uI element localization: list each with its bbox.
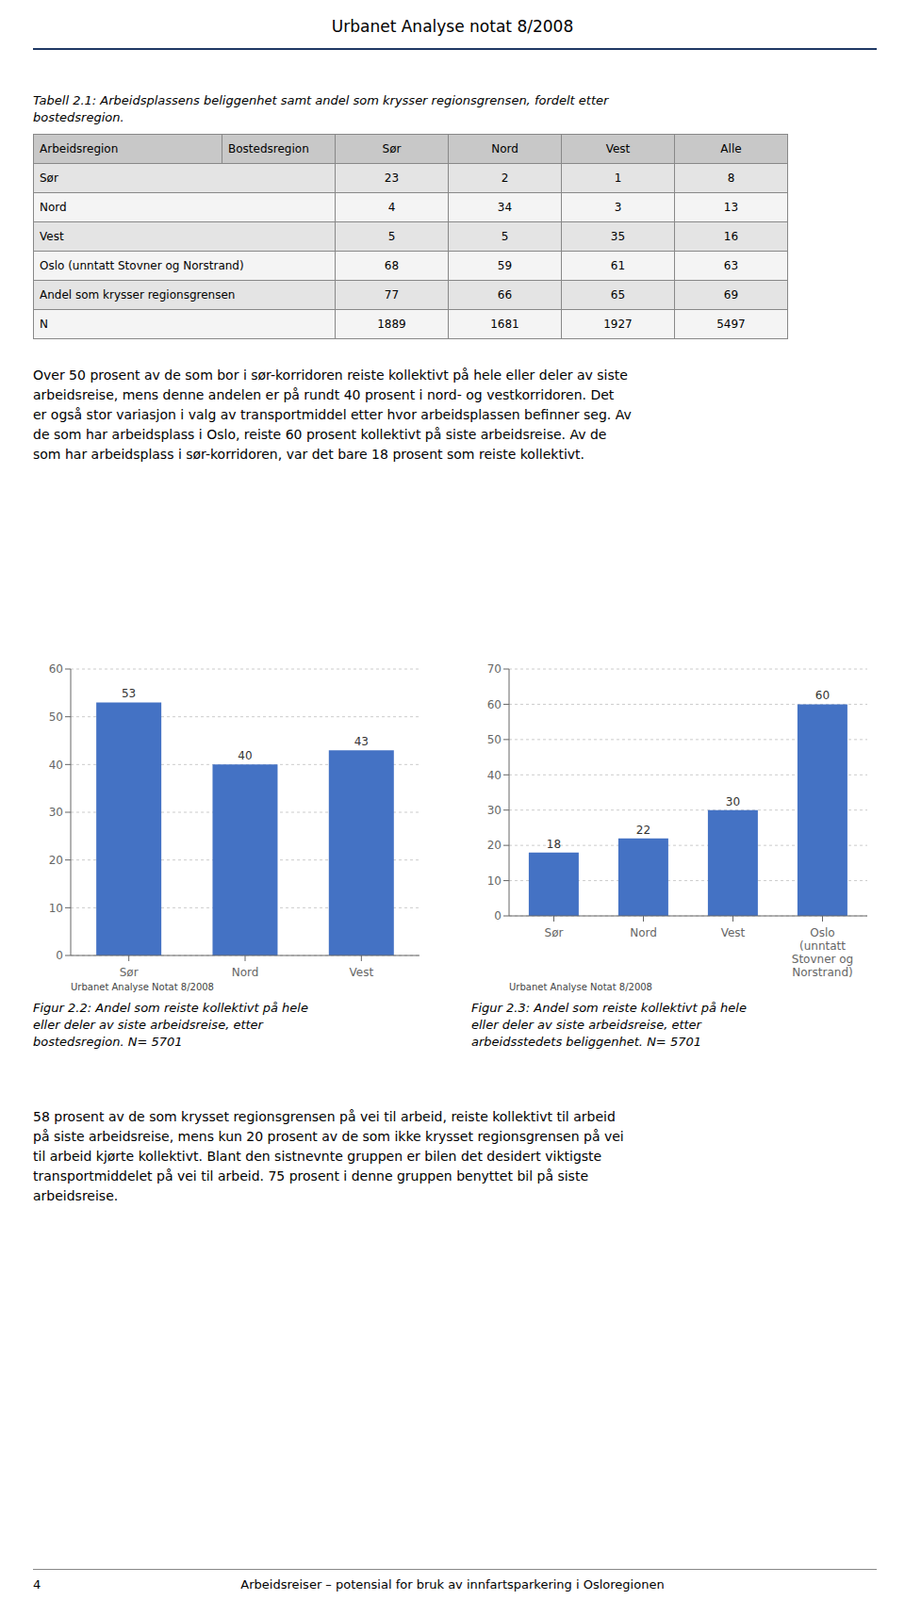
html-text:Nord: Nord xyxy=(39,200,67,214)
svg-text:18: 18 xyxy=(546,838,561,852)
svg-text:Sør: Sør xyxy=(544,926,564,940)
html-text:34: 34 xyxy=(497,200,512,214)
svg-text:0: 0 xyxy=(493,909,502,923)
html-text:4: 4 xyxy=(388,200,396,214)
svg-text:20: 20 xyxy=(49,854,64,868)
html-text:Figur 2.2: Andel som reiste ko: Figur 2.2: Andel som reiste kollektivt p… xyxy=(32,1001,309,1016)
svg-text:10: 10 xyxy=(487,874,502,889)
svg-text:30: 30 xyxy=(725,795,741,809)
svg-text:Vest: Vest xyxy=(349,966,375,980)
svg-text:Oslo(unntattStovner ogNorstran: Oslo(unntattStovner ogNorstrand) xyxy=(791,926,854,980)
html-text:66: 66 xyxy=(497,288,512,302)
svg-text:40: 40 xyxy=(237,749,252,763)
svg-text:60: 60 xyxy=(49,662,64,676)
svg-text:40: 40 xyxy=(487,769,502,783)
html-text:16: 16 xyxy=(723,230,739,244)
html-text:8: 8 xyxy=(727,171,735,185)
html-text:1889: 1889 xyxy=(377,317,407,331)
svg-text:22: 22 xyxy=(636,823,651,838)
html-text:Arbeidsregion: Arbeidsregion xyxy=(39,142,119,156)
html-text:1681: 1681 xyxy=(490,317,520,331)
svg-text:30: 30 xyxy=(49,806,64,820)
html-text:Arbeidsreiser – potensial for: Arbeidsreiser – potensial for bruk av in… xyxy=(240,1578,665,1593)
svg-text:30: 30 xyxy=(487,804,502,818)
html-text:Tabell 2.1: Arbeidsplassens be: Tabell 2.1: Arbeidsplassens beliggenhet … xyxy=(32,93,609,108)
html-text:Sør: Sør xyxy=(382,142,402,156)
html-text:Andel som krysser regionsgrens: Andel som krysser regionsgrensen xyxy=(39,288,236,302)
html-text:Vest: Vest xyxy=(39,230,64,244)
html-text:arbeidsstedets beliggenhet. N=: arbeidsstedets beliggenhet. N= 5701 xyxy=(471,1035,702,1050)
html-text:arbeidsreise.: arbeidsreise. xyxy=(32,1188,119,1204)
html-text:transportmiddelet på vei til a: transportmiddelet på vei til arbeid. 75 … xyxy=(32,1168,589,1185)
html-text:arbeidsreise, mens denne andel: arbeidsreise, mens denne andelen er på r… xyxy=(32,387,614,403)
html-text:2: 2 xyxy=(501,171,509,185)
svg-text:Nord: Nord xyxy=(231,966,260,980)
svg-text:10: 10 xyxy=(49,902,64,916)
html-text:4: 4 xyxy=(32,1578,41,1593)
html-text:de som har arbeidsplass i Oslo: de som har arbeidsplass i Oslo, reiste 6… xyxy=(32,427,607,443)
html-text:Urbanet Analyse Notat 8/2008: Urbanet Analyse Notat 8/2008 xyxy=(70,982,214,993)
html-text:Alle: Alle xyxy=(720,142,742,156)
html-text:eller deler av siste arbeidsre: eller deler av siste arbeidsreise, etter xyxy=(32,1018,263,1033)
svg-text:70: 70 xyxy=(487,662,502,676)
html-text:Nord: Nord xyxy=(491,142,519,156)
html-text:3: 3 xyxy=(614,200,622,214)
svg-text:40: 40 xyxy=(49,758,64,773)
html-text:63: 63 xyxy=(723,259,739,273)
html-text:5: 5 xyxy=(501,230,509,244)
html-text:Oslo (unntatt Stovner og Norst: Oslo (unntatt Stovner og Norstrand) xyxy=(39,259,244,273)
html-text:Urbanet Analyse notat 8/2008: Urbanet Analyse notat 8/2008 xyxy=(331,16,574,36)
html-text:Urbanet Analyse Notat 8/2008: Urbanet Analyse Notat 8/2008 xyxy=(509,982,653,993)
html-text:13: 13 xyxy=(723,200,739,214)
html-text:på siste arbeidsreise, mens ku: på siste arbeidsreise, mens kun 20 prose… xyxy=(32,1129,624,1145)
svg-text:20: 20 xyxy=(487,839,502,853)
svg-text:43: 43 xyxy=(354,735,369,749)
svg-text:50: 50 xyxy=(49,710,64,724)
html-text:5: 5 xyxy=(388,230,396,244)
html-text:61: 61 xyxy=(610,259,626,273)
svg-text:60: 60 xyxy=(487,698,502,712)
svg-text:Nord: Nord xyxy=(629,926,658,940)
html-text:til arbeid kjørte kollektivt.: til arbeid kjørte kollektivt. Blant den … xyxy=(32,1149,602,1165)
html-text:68: 68 xyxy=(384,259,399,273)
html-text:23: 23 xyxy=(384,171,399,185)
html-text:bostedsregion. N= 5701: bostedsregion. N= 5701 xyxy=(32,1035,183,1050)
html-text:N: N xyxy=(39,317,49,331)
html-text:eller deler av siste arbeidsre: eller deler av siste arbeidsreise, etter xyxy=(471,1018,702,1033)
svg-text:60: 60 xyxy=(815,689,830,703)
svg-text:Vest: Vest xyxy=(721,926,746,940)
html-text:35: 35 xyxy=(610,230,626,244)
html-text:5497: 5497 xyxy=(716,317,746,331)
html-text:1927: 1927 xyxy=(603,317,633,331)
svg-text:0: 0 xyxy=(55,949,64,963)
html-text:som har arbeidsplass i sør-kor: som har arbeidsplass i sør-korridoren, v… xyxy=(32,446,585,462)
html-text:65: 65 xyxy=(610,288,626,302)
html-text:Sør: Sør xyxy=(39,171,59,185)
svg-text:Sør: Sør xyxy=(119,966,139,980)
html-text:Vest: Vest xyxy=(605,142,631,156)
html-text:bostedsregion.: bostedsregion. xyxy=(32,110,125,125)
svg-text:50: 50 xyxy=(487,733,502,747)
html-text:Bostedsregion: Bostedsregion xyxy=(228,142,309,156)
html-text:58 prosent av de som krysset r: 58 prosent av de som krysset regionsgren… xyxy=(32,1109,616,1125)
html-text:69: 69 xyxy=(723,288,739,302)
html-text:1: 1 xyxy=(614,171,622,185)
html-text:Figur 2.3: Andel som reiste ko: Figur 2.3: Andel som reiste kollektivt p… xyxy=(471,1001,747,1016)
html-text:Over 50 prosent av de som bor: Over 50 prosent av de som bor i sør-korr… xyxy=(32,367,628,383)
svg-text:53: 53 xyxy=(121,687,136,701)
html-text:er også stor variasjon i valg: er også stor variasjon i valg av transpo… xyxy=(32,407,632,423)
html-text:77: 77 xyxy=(384,288,399,302)
html-text:59: 59 xyxy=(497,259,512,273)
